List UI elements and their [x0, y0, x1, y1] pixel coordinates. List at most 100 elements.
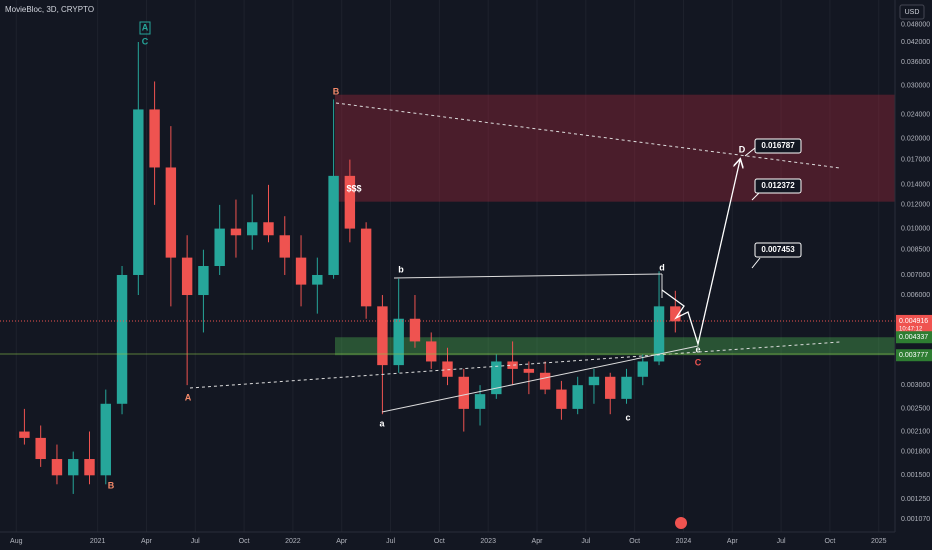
candle-body — [214, 228, 225, 267]
triangle-line — [393, 273, 663, 279]
candle-body — [133, 109, 144, 275]
y-tick-label: 0.048000 — [901, 21, 930, 28]
candle-body — [344, 175, 356, 229]
x-tick-label: Jul — [581, 538, 590, 545]
x-tick-label: 2022 — [285, 538, 301, 545]
wave-label: b — [398, 264, 404, 274]
candle-body — [605, 376, 616, 399]
y-tick-label: 0.030000 — [901, 83, 930, 90]
target-box — [754, 242, 802, 258]
wave-label: C — [142, 36, 149, 46]
target-leader — [751, 257, 761, 269]
drawings — [0, 102, 895, 413]
target-label: 0.007453 — [761, 245, 795, 254]
currency-box[interactable] — [899, 4, 925, 20]
wave-label: $$$ — [346, 183, 361, 193]
candle-body — [181, 257, 193, 296]
wave-label: C — [695, 357, 702, 367]
y-tick-label: 0.017000 — [901, 156, 930, 163]
candle-body — [165, 167, 177, 258]
candle-body — [377, 306, 388, 366]
y-tick-label: 0.003000 — [901, 382, 930, 389]
candle-body — [621, 376, 632, 399]
y-tick-label: 0.007000 — [901, 272, 930, 279]
wave-box — [139, 21, 151, 35]
y-tick-label: 0.020000 — [901, 135, 930, 142]
candle-body — [393, 318, 404, 366]
last-price-label: 0.004916 — [899, 318, 928, 325]
x-tick-label: Jul — [191, 538, 200, 545]
countdown: 10:47:12 — [899, 327, 923, 333]
candle-body — [507, 361, 518, 369]
x-tick-label: Oct — [239, 538, 250, 545]
price-zone — [335, 94, 895, 202]
candle-body — [230, 228, 242, 236]
wave-label: a — [379, 418, 385, 428]
candle-body — [523, 368, 535, 373]
candle-body — [116, 274, 128, 404]
candle-body — [279, 235, 290, 258]
candle-body — [556, 389, 567, 409]
support-label: 0.003777 — [899, 352, 928, 359]
x-tick-label: Aug — [10, 538, 23, 545]
triangle-line — [381, 345, 699, 413]
trend-line — [335, 102, 841, 169]
wave-label: A — [185, 392, 192, 402]
x-tick-label: Jul — [777, 538, 786, 545]
y-tick-label: 0.002100 — [901, 428, 930, 435]
price-zone — [335, 337, 895, 356]
candle-body — [491, 361, 502, 395]
y-tick-label: 0.042000 — [901, 39, 930, 46]
y-tick-label: 0.001070 — [901, 516, 930, 523]
y-tick-label: 0.008500 — [901, 247, 930, 254]
x-tick-label: Apr — [336, 538, 348, 545]
x-tick-label: 2024 — [676, 538, 692, 545]
support-tag — [896, 349, 932, 362]
y-tick-label: 0.012000 — [901, 202, 930, 209]
x-tick-label: 2023 — [480, 538, 496, 545]
y-tick-label: 0.024000 — [901, 112, 930, 119]
candle-body — [84, 459, 95, 476]
candle-body — [653, 306, 665, 362]
wave-label: D — [739, 144, 746, 154]
y-tick-label: 0.001500 — [901, 472, 930, 479]
projection-arrow — [661, 160, 740, 347]
candle-body — [426, 341, 437, 362]
chart-title: MovieBloc, 3D, CRYPTO — [5, 5, 94, 14]
candle-body — [247, 222, 258, 236]
target-box — [754, 178, 802, 194]
wave-label: c — [625, 412, 630, 422]
target-leader — [744, 147, 756, 157]
candle-body — [442, 361, 453, 377]
candle-body — [572, 385, 583, 409]
support-tag — [896, 331, 932, 344]
wave-label: A — [142, 22, 149, 32]
x-tick-label: Oct — [434, 538, 445, 545]
candle-body — [198, 266, 209, 296]
candle-body — [670, 306, 681, 322]
candle-body — [295, 257, 307, 285]
candle-body — [458, 376, 469, 409]
candle-body — [263, 222, 274, 236]
trend-line — [189, 341, 841, 389]
target-label: 0.016787 — [761, 141, 795, 150]
x-tick-label: 2025 — [871, 538, 887, 545]
event-icon[interactable] — [675, 517, 687, 529]
wave-label: B — [108, 480, 115, 490]
y-tick-label: 0.001800 — [901, 448, 930, 455]
candle-body — [312, 274, 323, 285]
wave-label: B — [333, 86, 340, 96]
y-tick-label: 0.036000 — [901, 59, 930, 66]
support-label: 0.004337 — [899, 334, 928, 341]
candle-body — [68, 459, 79, 476]
x-tick-label: Apr — [141, 538, 153, 545]
candle-body — [149, 109, 160, 168]
candle-body — [19, 431, 30, 438]
x-tick-label: Apr — [532, 538, 544, 545]
x-tick-label: Oct — [629, 538, 640, 545]
last-price-tag — [896, 314, 932, 335]
candle-body — [539, 372, 551, 390]
wave-label: d — [659, 262, 665, 272]
